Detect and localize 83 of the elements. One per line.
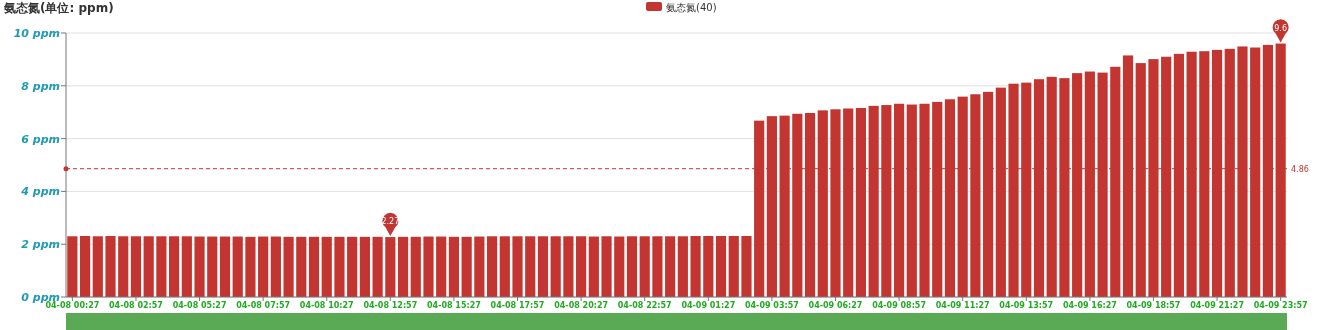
- y-tick-label: 4 ppm: [20, 185, 60, 199]
- bar: [652, 236, 663, 297]
- bar: [677, 236, 688, 297]
- x-tick-label: 04-08 20:27: [554, 301, 609, 310]
- bar: [334, 236, 345, 297]
- x-tick-label: 04-08 05:27: [172, 301, 227, 310]
- chart-title: 氨态氮(单位: ppm): [3, 1, 114, 15]
- bar: [130, 236, 142, 297]
- x-tick-label: 04-08 15:27: [427, 301, 481, 310]
- x-tick-label: 04-08 02:57: [109, 301, 163, 310]
- bar: [741, 236, 752, 297]
- x-tick-label: 04-09 03:57: [744, 301, 799, 310]
- bar: [550, 236, 561, 297]
- x-tick-label: 04-09 13:57: [999, 301, 1054, 310]
- y-tick-label: 8 ppm: [21, 79, 60, 93]
- x-tick-label: 04-08 12:57: [363, 301, 418, 310]
- bar: [703, 236, 714, 297]
- bar: [410, 236, 421, 297]
- bar: [601, 236, 612, 297]
- y-tick-label: 2 ppm: [21, 238, 60, 252]
- bar: [639, 236, 650, 297]
- bar: [118, 236, 129, 297]
- bar: [194, 236, 205, 297]
- legend-label: 氨态氮(40): [666, 2, 717, 13]
- bar: [232, 236, 243, 297]
- y-tick-label: 10 ppm: [13, 27, 60, 40]
- bar: [728, 236, 739, 297]
- bar: [245, 236, 256, 297]
- bar: [486, 236, 498, 297]
- x-tick-label: 04-09 23:57: [1253, 301, 1308, 310]
- bar: [448, 236, 460, 297]
- bar: [614, 236, 625, 297]
- bar: [359, 236, 370, 297]
- bar: [626, 236, 638, 297]
- bar: [347, 236, 358, 297]
- x-tick-label: 04-09 11:27: [935, 301, 990, 310]
- bar: [461, 236, 472, 297]
- x-tick-label: 04-08 07:57: [236, 301, 291, 310]
- bar: [169, 236, 180, 297]
- bar: [436, 236, 447, 297]
- x-tick-label: 04-09 16:27: [1062, 301, 1117, 310]
- bar: [512, 236, 523, 297]
- bar: [397, 236, 409, 297]
- bar: [143, 236, 154, 297]
- bar: [67, 236, 78, 297]
- x-tick-label: 04-08 10:27: [299, 301, 354, 310]
- bar: [283, 236, 294, 297]
- x-tick-label: 04-09 21:27: [1190, 301, 1244, 310]
- bar: [156, 236, 167, 297]
- bar: [537, 236, 549, 297]
- bar: [423, 236, 434, 297]
- bar: [258, 236, 269, 297]
- bar: [499, 236, 510, 297]
- x-tick-label: 04-09 06:27: [808, 301, 863, 310]
- bar: [270, 236, 281, 297]
- bar: [588, 236, 599, 297]
- bar: [181, 236, 192, 297]
- bar: [372, 236, 383, 297]
- bar: [474, 236, 485, 297]
- bar: [563, 236, 574, 297]
- x-tick-label: 04-08 22:57: [617, 301, 672, 310]
- x-tick-label: 04-09 01:27: [681, 301, 736, 310]
- ref-line-label: 4.86: [1291, 164, 1309, 174]
- bar: [525, 236, 536, 297]
- y-tick-label: 6 ppm: [21, 132, 60, 146]
- annotation: 9.6: [1274, 23, 1288, 33]
- x-tick-label: 04-08 00:27: [45, 301, 100, 310]
- y-tick-label: 0 ppm: [21, 291, 60, 304]
- x-tick-label: 04-09 08:57: [872, 301, 926, 310]
- bar: [92, 236, 103, 297]
- bar: [308, 236, 320, 297]
- bar: [665, 236, 676, 297]
- bar: [715, 236, 727, 297]
- bar: [321, 236, 332, 297]
- bar: [79, 236, 91, 297]
- bar: [105, 236, 116, 297]
- bar: [296, 236, 307, 297]
- bar: [207, 236, 218, 297]
- x-tick-label: 04-09 18:57: [1126, 301, 1181, 310]
- x-tick-label: 04-08 17:57: [490, 301, 545, 310]
- bar: [219, 236, 231, 297]
- bar: [690, 236, 701, 297]
- bar: [576, 236, 587, 297]
